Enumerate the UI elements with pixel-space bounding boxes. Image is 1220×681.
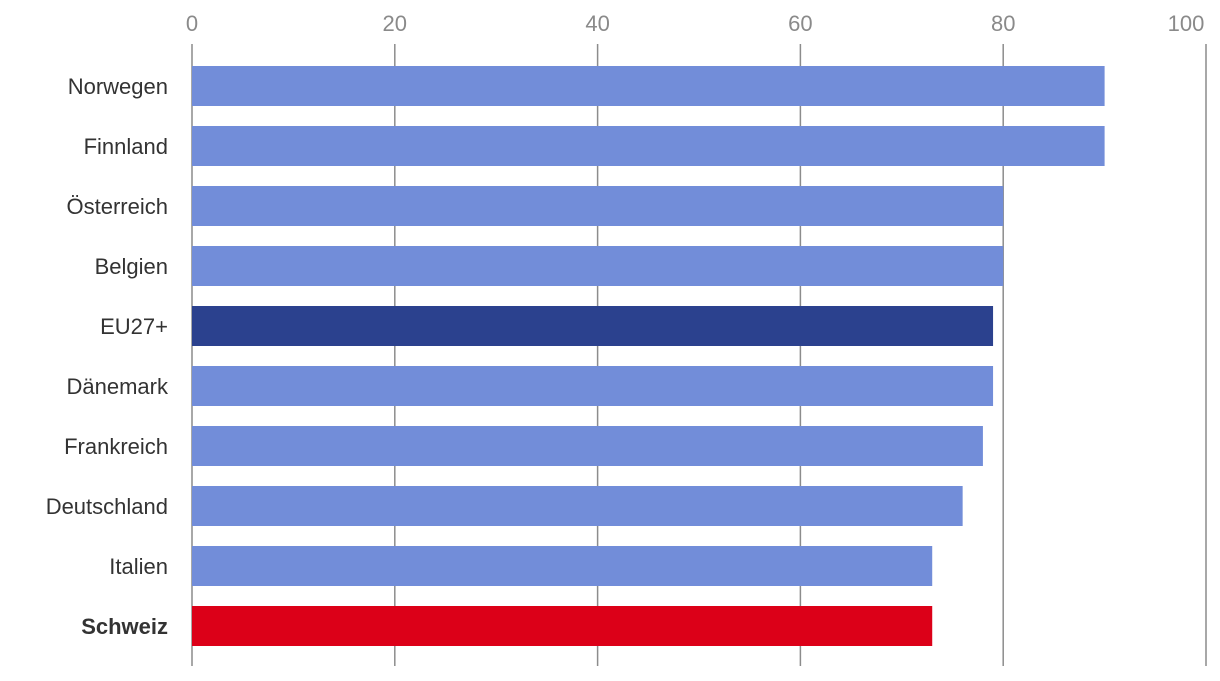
category-label: Deutschland xyxy=(46,494,168,519)
category-label: Belgien xyxy=(95,254,168,279)
x-tick-label: 60 xyxy=(788,11,812,36)
category-label: Italien xyxy=(109,554,168,579)
bar-österreich xyxy=(192,186,1004,226)
bar-italien xyxy=(192,546,933,586)
bar-deutschland xyxy=(192,486,963,526)
x-tick-label: 80 xyxy=(991,11,1015,36)
category-label: Frankreich xyxy=(64,434,168,459)
x-tick-label: 20 xyxy=(383,11,407,36)
category-label: Finnland xyxy=(84,134,168,159)
category-label: Dänemark xyxy=(67,374,169,399)
bar-schweiz xyxy=(192,606,933,646)
x-axis-ticks: 0 20 40 60 80 100 xyxy=(186,11,1204,36)
x-tick-label: 0 xyxy=(186,11,198,36)
category-labels: Norwegen Finnland Österreich Belgien EU27+ Dä… xyxy=(46,74,169,639)
category-label: Österreich xyxy=(67,194,168,219)
category-label: Norwegen xyxy=(68,74,168,99)
category-label: Schweiz xyxy=(81,614,168,639)
bars xyxy=(192,66,1105,646)
x-tick-label: 40 xyxy=(585,11,609,36)
bar-frankreich xyxy=(192,426,983,466)
bar-eu27- xyxy=(192,306,994,346)
x-tick-label: 100 xyxy=(1168,11,1205,36)
category-label: EU27+ xyxy=(100,314,168,339)
bar-dänemark xyxy=(192,366,994,406)
bar-norwegen xyxy=(192,66,1105,106)
bar-finnland xyxy=(192,126,1105,166)
bar-belgien xyxy=(192,246,1004,286)
